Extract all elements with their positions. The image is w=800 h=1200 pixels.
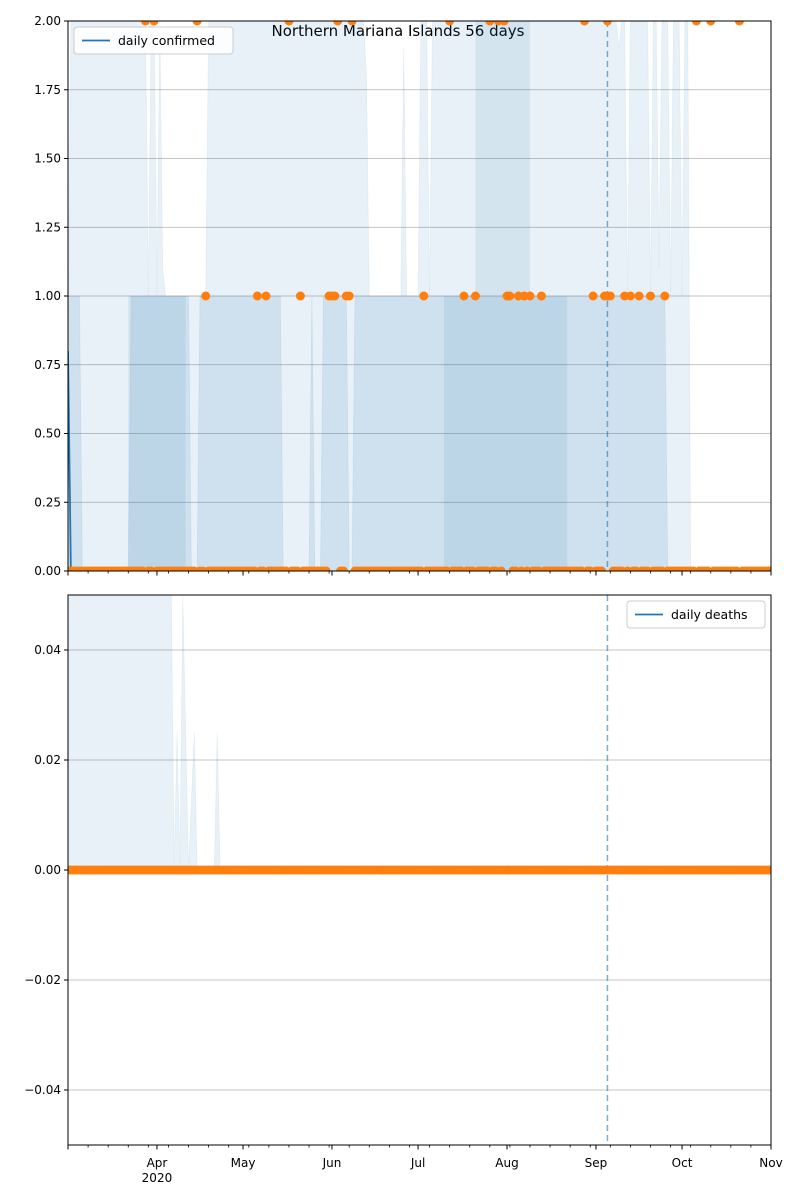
data-point [330,291,340,301]
y-tick-label: 1.25 [34,220,61,234]
confirmed-chart-panel: 0.00 0.25 0.50 0.75 1.00 1.25 1.50 1.75 2.00 dail… [34,14,772,578]
data-point [485,21,495,26]
data-point [347,21,357,26]
data-point [140,21,150,26]
data-point [252,291,262,301]
data-point [602,21,612,26]
x-tick-label: Jul [410,1156,425,1170]
uncertainty-band [68,595,221,871]
data-point [766,566,771,571]
data-point [192,21,202,26]
y-tick-label: 0.00 [34,863,61,877]
data-point [338,566,348,571]
data-point [625,291,635,301]
data-point [149,21,159,26]
data-point [645,291,655,301]
data-point [706,21,716,26]
y-tick-label: 0.50 [34,427,61,441]
y-tick-label: 1.50 [34,152,61,166]
data-point [634,291,644,301]
data-point [459,291,469,301]
x-tick-label: Apr [147,1156,168,1170]
x-tick-label: Jun [322,1156,342,1170]
y-tick-label: 0.02 [34,753,61,767]
data-point [660,291,670,301]
uncertainty-band-dense [443,296,568,571]
data-point [505,291,515,301]
y-tick-label: −0.04 [24,1083,61,1097]
data-point [295,291,305,301]
x-tick-label: Nov [759,1156,782,1170]
legend: daily deaths [626,600,766,629]
observed-points [68,865,771,875]
legend-box [73,26,234,55]
data-point [588,291,598,301]
data-point [691,21,701,26]
y-tick-label: −0.02 [24,973,61,987]
uncertainty-band-dense [475,21,530,296]
legend-label: daily deaths [671,607,748,622]
data-point [201,291,211,301]
data-point [579,21,589,26]
observed-points [68,21,771,571]
uncertainty-band-dense [128,296,186,571]
data-point [499,21,509,26]
plot-area [68,595,771,1145]
data-point [261,291,271,301]
data-point [597,566,607,571]
x-tick-label: Sep [585,1156,608,1170]
y-tick-label: 1.75 [34,83,61,97]
y-tick-label: 0.00 [34,564,61,578]
data-point [419,291,429,301]
x-tick-label: Oct [672,1156,693,1170]
y-tick-label: 0.75 [34,358,61,372]
data-point [766,865,771,875]
y-tick-label: 0.04 [34,643,61,657]
data-point [605,291,615,301]
data-point [344,291,354,301]
data-point [321,566,331,571]
data-point [470,291,480,301]
x-tick-sublabel: 2020 [142,1171,173,1185]
y-tick-label: 1.00 [34,289,61,303]
legend-box [626,600,766,629]
data-point [284,21,294,26]
y-tick-label: 0.25 [34,495,61,509]
data-point [536,291,546,301]
legend-label: daily confirmed [118,33,215,48]
x-tick-label: Aug [495,1156,518,1170]
data-point [496,566,506,571]
data-point [525,291,535,301]
x-tick-label: May [231,1156,256,1170]
uncertainty-band-outer [68,21,692,571]
y-tick-label: 2.00 [34,14,61,28]
data-point [333,21,343,26]
data-point [734,21,744,26]
legend: daily confirmed [73,26,234,55]
uncertainty-band-inner [68,295,669,571]
plot-area [68,21,771,571]
data-point [445,21,455,26]
figure-title: Northern Mariana Islands 56 days [272,22,525,40]
